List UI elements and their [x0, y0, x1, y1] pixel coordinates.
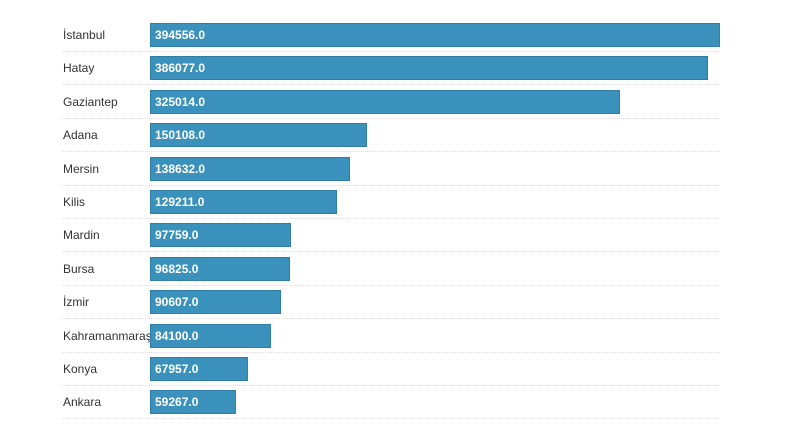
bar: 325014.0 — [150, 89, 620, 114]
bar: 386077.0 — [150, 56, 708, 81]
data-label: 84100.0 — [155, 328, 199, 343]
bar: 90607.0 — [150, 290, 281, 315]
chart-row: Gaziantep 325014.0 — [63, 86, 720, 119]
chart-row: İstanbul 394556.0 — [63, 19, 720, 52]
chart-row: Kilis 129211.0 — [63, 186, 720, 219]
data-label: 90607.0 — [155, 295, 199, 310]
chart-row: Ankara 59267.0 — [63, 386, 720, 420]
bar: 394556.0 — [150, 23, 720, 47]
category-label: Adana — [63, 128, 98, 143]
bar: 97759.0 — [150, 223, 292, 248]
data-label: 97759.0 — [155, 228, 199, 243]
chart-row: Konya 67957.0 — [63, 353, 720, 386]
category-label: Ankara — [63, 395, 102, 410]
chart-row: Adana 150108.0 — [63, 119, 720, 153]
data-label: 67957.0 — [155, 362, 199, 376]
data-label: 150108.0 — [155, 128, 206, 143]
category-label: Hatay — [63, 61, 95, 76]
data-label: 59267.0 — [155, 395, 199, 410]
category-label: Gaziantep — [63, 94, 118, 109]
category-label: Kahramanmaraş — [63, 328, 152, 343]
data-label: 325014.0 — [155, 94, 206, 109]
data-label: 386077.0 — [155, 61, 206, 76]
bar: 84100.0 — [150, 323, 272, 348]
chart-row: Kahramanmaraş 84100.0 — [63, 320, 720, 353]
bar: 59267.0 — [150, 390, 236, 415]
bar: 150108.0 — [150, 123, 367, 148]
category-label: İstanbul — [63, 28, 106, 42]
category-label: Mardin — [63, 228, 100, 243]
bar: 138632.0 — [150, 156, 351, 181]
chart-row: Bursa 96825.0 — [63, 253, 720, 286]
chart-row: İzmir 90607.0 — [63, 286, 720, 320]
category-label: Konya — [63, 362, 98, 376]
data-label: 394556.0 — [155, 28, 206, 42]
bar: 67957.0 — [150, 357, 249, 381]
category-label: Bursa — [63, 261, 95, 276]
bar: 129211.0 — [150, 190, 337, 214]
data-label: 96825.0 — [155, 261, 199, 276]
bar: 96825.0 — [150, 256, 290, 281]
data-label: 129211.0 — [155, 195, 205, 209]
category-label: İzmir — [63, 295, 89, 310]
category-label: Kilis — [63, 195, 86, 209]
category-label: Mersin — [63, 161, 100, 176]
data-label: 138632.0 — [155, 161, 206, 176]
chart-row: Hatay 386077.0 — [63, 52, 720, 86]
chart-row: Mardin 97759.0 — [63, 219, 720, 253]
chart-row: Mersin 138632.0 — [63, 153, 720, 186]
